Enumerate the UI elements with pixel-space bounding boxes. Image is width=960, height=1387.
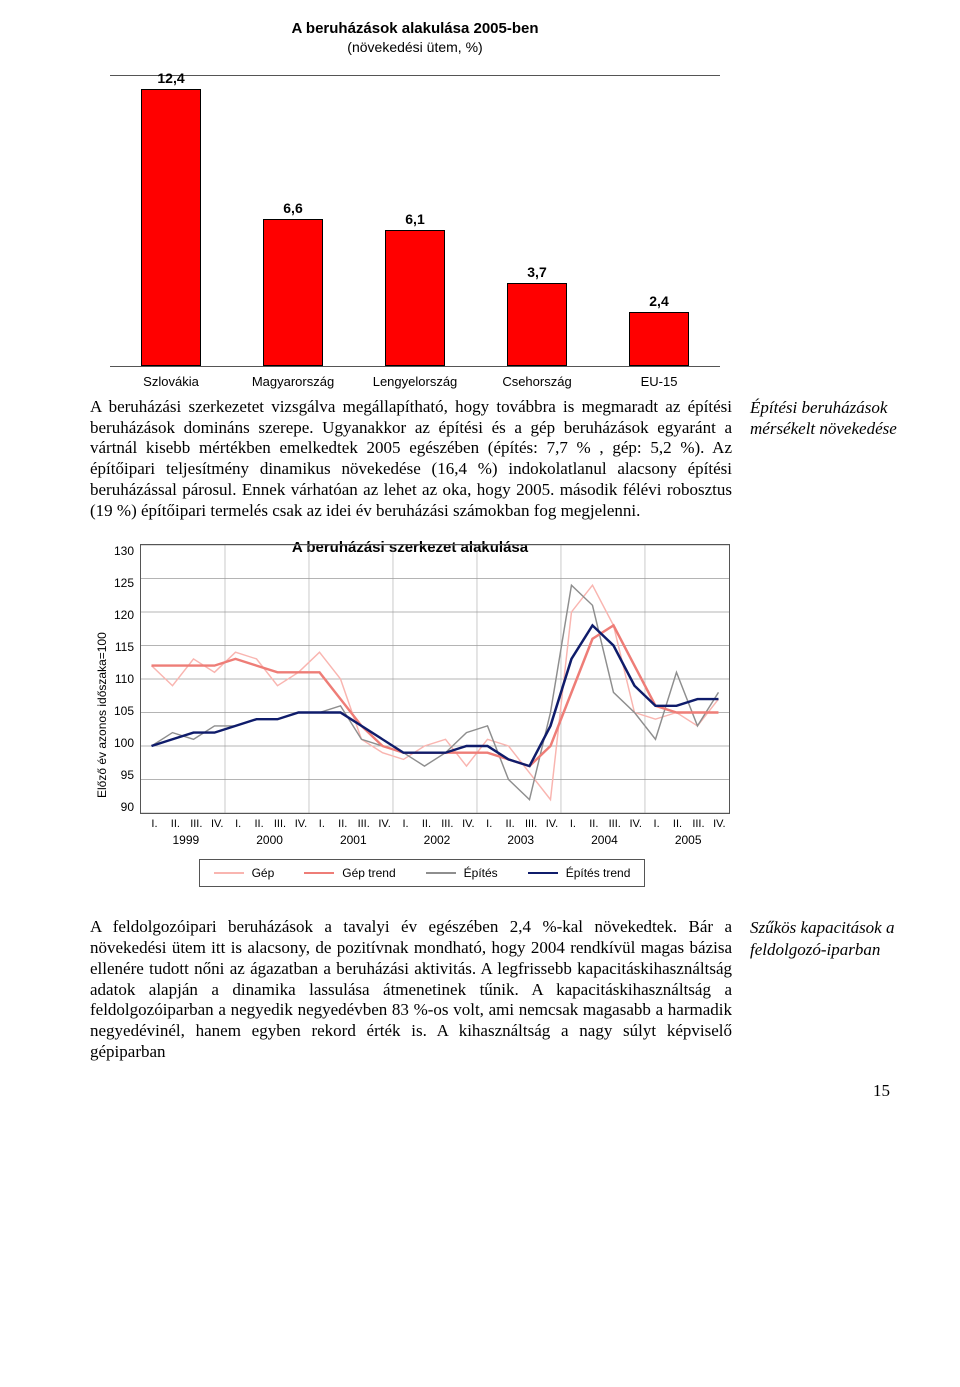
quarter-label: IV. xyxy=(542,814,563,830)
quarter-label: I. xyxy=(144,814,165,830)
bar: 3,7 xyxy=(507,283,567,366)
year-label: 2002 xyxy=(395,833,479,847)
quarter-label: II. xyxy=(416,814,437,830)
ytick-label: 115 xyxy=(115,640,134,654)
quarter-label: III. xyxy=(353,814,374,830)
chart2-yaxis: 130 125 120 115 110 105 100 95 90 xyxy=(114,544,140,814)
quarter-label: II. xyxy=(583,814,604,830)
legend-label: Építés xyxy=(464,866,498,880)
chart2-plot xyxy=(140,544,730,814)
legend-item: Építés xyxy=(426,866,498,880)
legend-swatch xyxy=(304,872,334,874)
legend-item: Építés trend xyxy=(528,866,631,880)
ytick-label: 100 xyxy=(114,736,134,750)
legend-swatch xyxy=(528,872,558,874)
year-label: 2004 xyxy=(563,833,647,847)
quarter-label: III. xyxy=(186,814,207,830)
quarter-label: IV. xyxy=(207,814,228,830)
legend-item: Gép trend xyxy=(304,866,395,880)
ytick-label: 110 xyxy=(115,672,134,686)
year-label: 1999 xyxy=(144,833,228,847)
legend-item: Gép xyxy=(214,866,275,880)
bar-value-label: 12,4 xyxy=(157,70,184,86)
quarter-label: IV. xyxy=(458,814,479,830)
ytick-label: 130 xyxy=(114,544,134,558)
quarter-label: II. xyxy=(500,814,521,830)
chart2-ylabel: Előző év azonos időszaka=100 xyxy=(90,544,114,887)
paragraph-1: A beruházási szerkezetet vizsgálva megál… xyxy=(90,397,732,521)
quarter-label: I. xyxy=(228,814,249,830)
quarter-label: II. xyxy=(667,814,688,830)
bar-category-label: Magyarország xyxy=(252,374,334,389)
chart1-title: A beruházások alakulása 2005-ben xyxy=(110,20,720,37)
legend-swatch xyxy=(426,872,456,874)
margin-note-1: Építési beruházások mérsékelt növekedése xyxy=(750,397,900,521)
bar-value-label: 6,6 xyxy=(283,200,302,216)
quarter-label: III. xyxy=(270,814,291,830)
year-label: 2005 xyxy=(646,833,730,847)
chart2-years: 1999200020012002200320042005 xyxy=(144,833,730,847)
quarter-label: III. xyxy=(688,814,709,830)
bar-category-label: Csehország xyxy=(502,374,571,389)
bar-category-label: EU-15 xyxy=(641,374,678,389)
legend-label: Építés trend xyxy=(566,866,631,880)
quarter-label: II. xyxy=(332,814,353,830)
bar-value-label: 6,1 xyxy=(405,211,424,227)
bar: 6,6 xyxy=(263,219,323,366)
bar-value-label: 2,4 xyxy=(649,293,668,309)
quarter-label: III. xyxy=(604,814,625,830)
margin-note-2: Szűkös kapacitások a feldolgozó-iparban xyxy=(750,917,900,1062)
chart1-subtitle: (növekedési ütem, %) xyxy=(110,39,720,55)
bar-category-label: Szlovákia xyxy=(143,374,199,389)
chart2-legend: Gép Gép trend Építés Építés trend xyxy=(199,859,646,887)
quarter-label: II. xyxy=(249,814,270,830)
bar-category-label: Lengyelország xyxy=(373,374,458,389)
quarter-label: I. xyxy=(311,814,332,830)
quarter-label: III. xyxy=(437,814,458,830)
ytick-label: 90 xyxy=(121,800,134,814)
quarter-label: I. xyxy=(562,814,583,830)
bar: 6,1 xyxy=(385,230,445,366)
legend-label: Gép xyxy=(252,866,275,880)
chart1-plot: 12,4Szlovákia6,6Magyarország6,1Lengyelor… xyxy=(110,75,720,367)
line-chart: A beruházási szerkezet alakulása Előző é… xyxy=(90,539,730,887)
quarter-label: IV. xyxy=(374,814,395,830)
legend-swatch xyxy=(214,872,244,874)
quarter-label: I. xyxy=(646,814,667,830)
quarter-label: III. xyxy=(521,814,542,830)
bar: 12,4 xyxy=(141,89,201,366)
ytick-label: 95 xyxy=(121,768,134,782)
page-number: 15 xyxy=(90,1081,900,1101)
year-label: 2001 xyxy=(311,833,395,847)
quarter-label: IV. xyxy=(290,814,311,830)
bar-chart: A beruházások alakulása 2005-ben (növeke… xyxy=(110,20,720,367)
year-label: 2003 xyxy=(479,833,563,847)
ytick-label: 120 xyxy=(114,608,134,622)
bar-value-label: 3,7 xyxy=(527,264,546,280)
quarter-label: IV. xyxy=(709,814,730,830)
ytick-label: 125 xyxy=(114,576,134,590)
quarter-label: II. xyxy=(165,814,186,830)
ytick-label: 105 xyxy=(114,704,134,718)
year-label: 2000 xyxy=(228,833,312,847)
paragraph-2: A feldolgozóipari beruházások a tavalyi … xyxy=(90,917,732,1062)
bar: 2,4 xyxy=(629,312,689,366)
quarter-label: IV. xyxy=(625,814,646,830)
chart2-quarters: I.II.III.IV.I.II.III.IV.I.II.III.IV.I.II… xyxy=(144,814,730,830)
quarter-label: I. xyxy=(395,814,416,830)
legend-label: Gép trend xyxy=(342,866,395,880)
quarter-label: I. xyxy=(479,814,500,830)
